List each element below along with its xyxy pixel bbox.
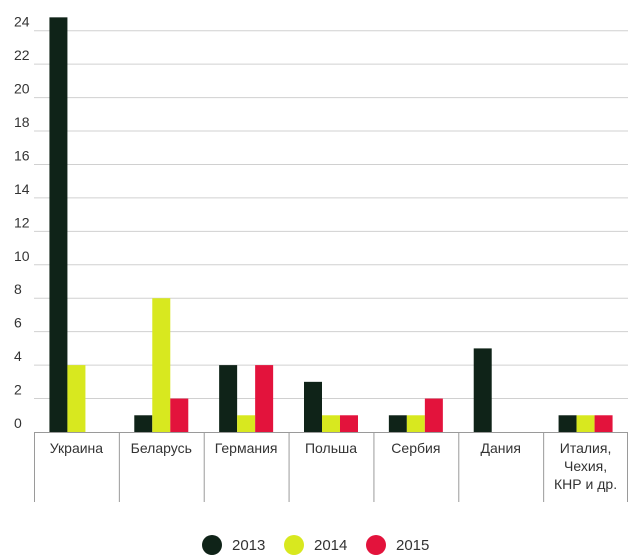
bar bbox=[67, 365, 86, 432]
bar bbox=[170, 398, 189, 432]
category-label-line: Польша bbox=[305, 440, 357, 456]
bars bbox=[49, 17, 613, 433]
category-label-line: Сербия bbox=[391, 440, 440, 456]
y-tick-label: 0 bbox=[14, 415, 22, 431]
legend: 2013 2014 2015 bbox=[202, 535, 429, 555]
legend-marker bbox=[366, 535, 386, 555]
y-tick-label: 4 bbox=[14, 348, 22, 364]
category-label: Польша bbox=[305, 440, 357, 456]
legend-marker bbox=[202, 535, 222, 555]
category-label: Германия bbox=[215, 440, 278, 456]
bar bbox=[424, 398, 443, 432]
y-tick-label: 24 bbox=[14, 14, 30, 30]
category-label-line: Германия bbox=[215, 440, 278, 456]
grid-lines bbox=[34, 30, 628, 400]
y-tick-label: 6 bbox=[14, 315, 22, 331]
bar bbox=[406, 415, 425, 432]
bar bbox=[219, 365, 238, 432]
category-label-line: КНР и др. bbox=[554, 476, 617, 492]
legend-label: 2015 bbox=[396, 537, 429, 554]
category-label-line: Дания bbox=[481, 440, 521, 456]
bar bbox=[237, 415, 256, 432]
bar bbox=[558, 415, 577, 432]
y-tick-label: 12 bbox=[14, 214, 30, 230]
category-label-line: Украина bbox=[50, 440, 104, 456]
bar bbox=[304, 381, 322, 432]
bar bbox=[152, 298, 171, 432]
x-axis: Украина Беларусь Германия Польша Сербия Дания… bbox=[34, 432, 628, 502]
y-tick-label: 10 bbox=[14, 248, 30, 264]
category-label: Беларусь bbox=[131, 440, 192, 456]
category-label: Италия, Чехия, КНР и др. bbox=[554, 440, 617, 492]
y-tick-label: 20 bbox=[14, 81, 30, 97]
y-tick-label: 22 bbox=[14, 47, 30, 63]
category-label: Дания bbox=[481, 440, 521, 456]
bar bbox=[473, 348, 492, 432]
bar bbox=[340, 415, 358, 432]
y-tick-label: 14 bbox=[14, 181, 30, 197]
category-label-line: Чехия, bbox=[564, 458, 607, 474]
legend-label: 2013 bbox=[232, 537, 265, 554]
bar bbox=[49, 17, 68, 433]
bar bbox=[594, 415, 613, 432]
category-label-line: Италия, bbox=[560, 440, 612, 456]
y-tick-label: 18 bbox=[14, 114, 30, 130]
category-label-line: Беларусь bbox=[131, 440, 192, 456]
bar bbox=[576, 415, 595, 432]
y-tick-label: 16 bbox=[14, 147, 30, 163]
bar bbox=[322, 415, 340, 432]
bar bbox=[255, 365, 274, 432]
category-label: Украина bbox=[50, 440, 104, 456]
category-label: Сербия bbox=[391, 440, 440, 456]
legend-marker bbox=[284, 535, 304, 555]
bar bbox=[134, 415, 153, 432]
bar bbox=[388, 415, 407, 432]
y-tick-label: 8 bbox=[14, 281, 22, 297]
y-tick-label: 2 bbox=[14, 382, 22, 398]
legend-label: 2014 bbox=[314, 537, 347, 554]
